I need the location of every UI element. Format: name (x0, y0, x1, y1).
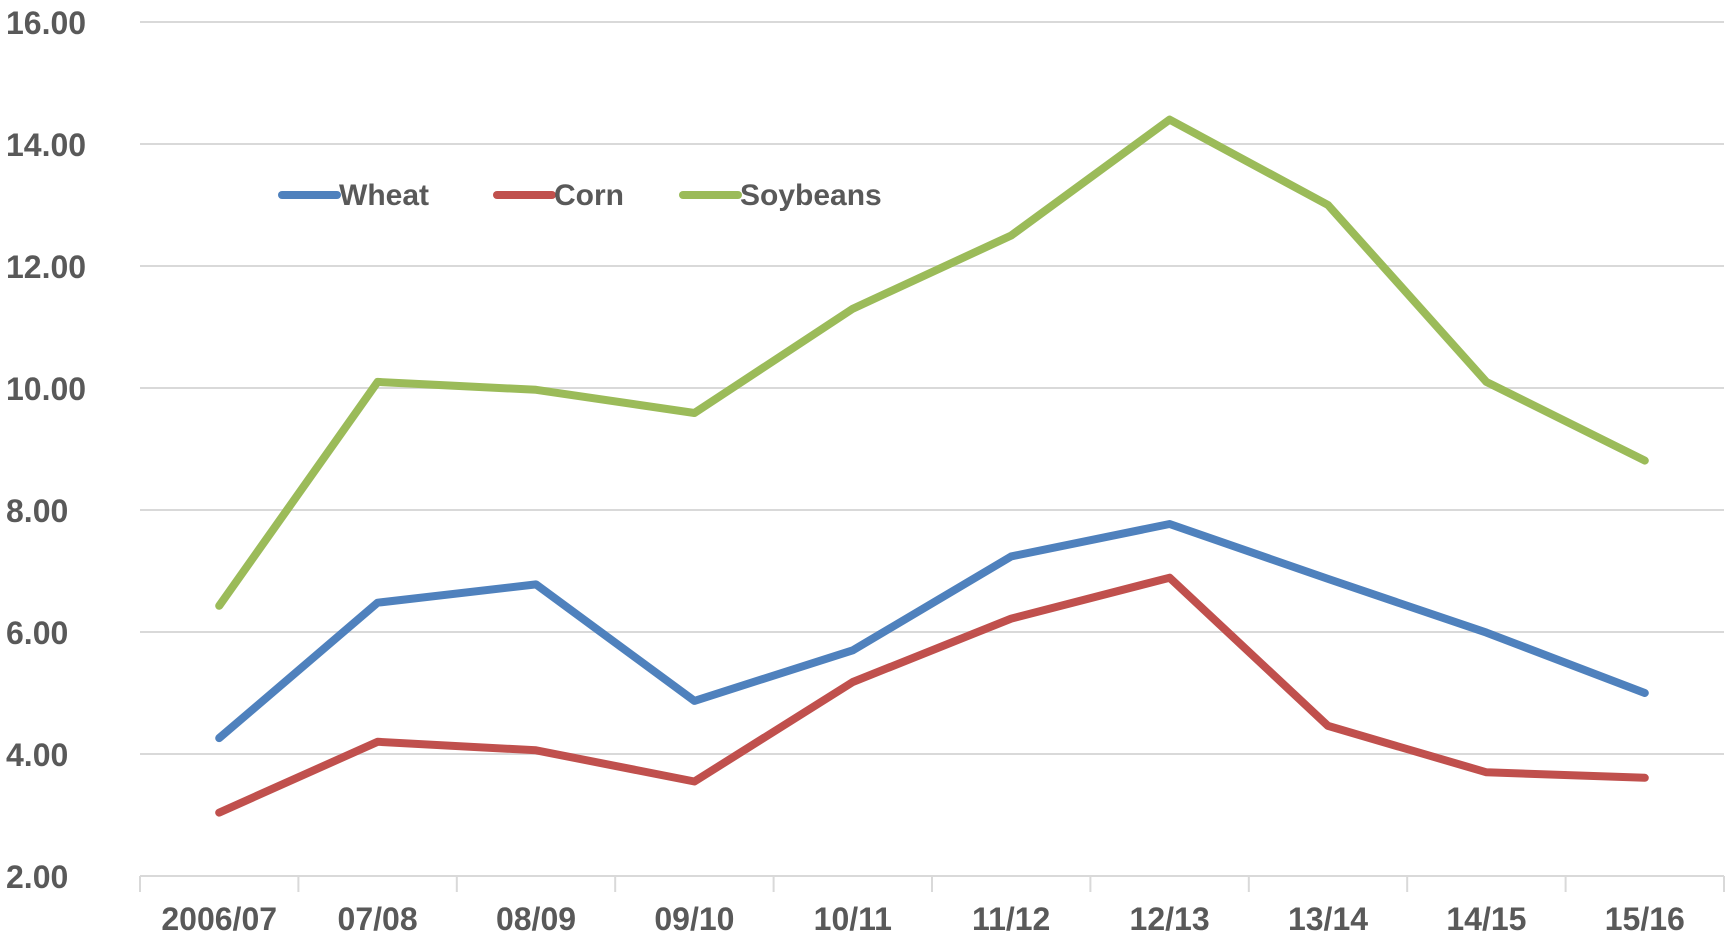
x-axis (139, 875, 1725, 892)
series-line-soybeans (215, 115, 1649, 610)
y-tick-label: 8.00 (6, 493, 68, 529)
x-tick-label: 12/13 (1130, 901, 1210, 937)
x-tick-label: 2006/07 (161, 901, 277, 937)
y-axis-tick-labels: 2.00 4.00 6.00 8.00 10.00 12.00 14.00 16.00 (6, 5, 86, 895)
series-line-wheat (215, 520, 1649, 743)
x-tick-label: 11/12 (972, 901, 1050, 937)
x-tick-label: 09/10 (654, 901, 734, 937)
y-tick-label: 16.00 (6, 5, 86, 41)
x-tick-label: 14/15 (1446, 901, 1526, 937)
y-tick-label: 12.00 (6, 249, 86, 285)
y-tick-label: 14.00 (6, 127, 86, 163)
series-lines (215, 115, 1649, 817)
y-tick-label: 2.00 (6, 859, 68, 895)
x-tick-label: 15/16 (1605, 901, 1685, 937)
x-tick-label: 08/09 (496, 901, 576, 937)
x-axis-tick-labels: 2006/07 07/08 08/09 09/10 10/11 11/12 12/13 13/… (161, 901, 1684, 937)
series-line-corn (215, 573, 1649, 817)
legend-label-wheat: Wheat (339, 179, 429, 212)
x-tick-label: 13/14 (1288, 901, 1368, 937)
gridlines (140, 21, 1724, 755)
y-tick-label: 10.00 (6, 371, 86, 407)
x-tick-label: 10/11 (814, 901, 892, 937)
y-tick-label: 4.00 (6, 737, 68, 773)
legend-label-soybeans: Soybeans (740, 179, 882, 212)
x-tick-label: 07/08 (338, 901, 418, 937)
legend-label-corn: Corn (554, 179, 624, 212)
legend: Wheat Corn Soybeans (278, 179, 882, 212)
y-tick-label: 6.00 (6, 615, 68, 651)
